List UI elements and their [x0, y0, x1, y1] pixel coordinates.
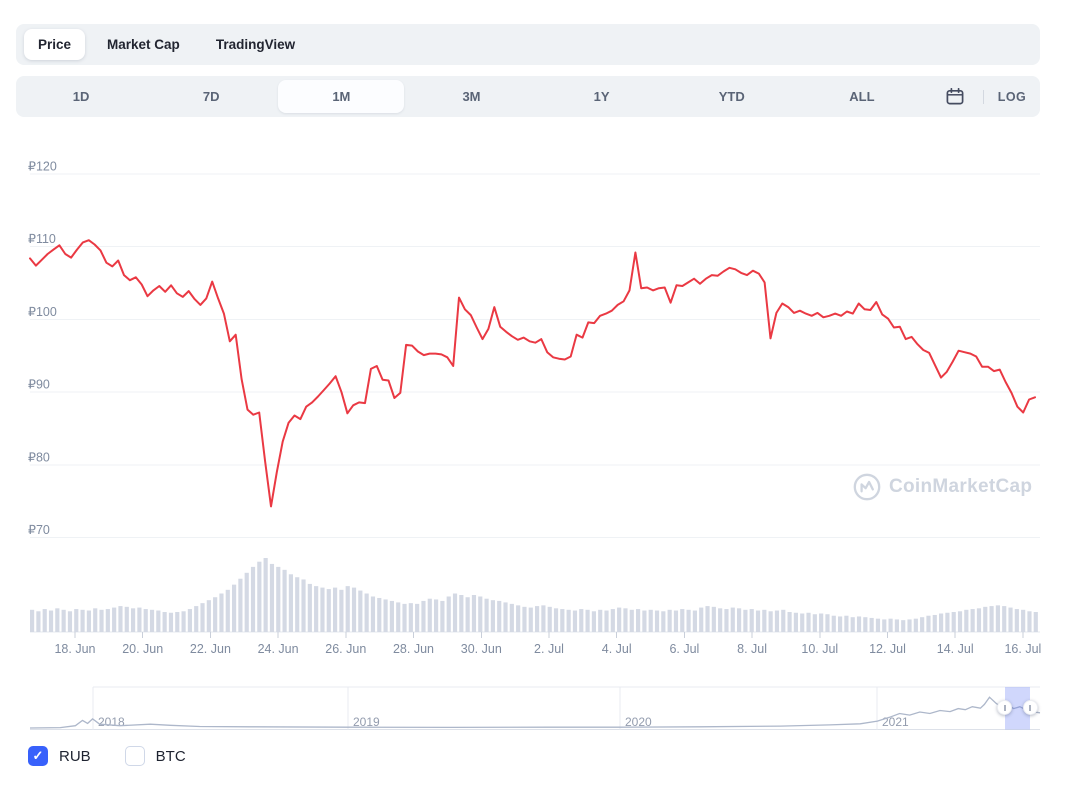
svg-text:2018: 2018	[98, 715, 125, 729]
range-ytd[interactable]: YTD	[718, 89, 745, 104]
y-axis: ₽120 ₽110 ₽100 ₽90 ₽80 ₽70	[28, 160, 1040, 539]
chart-type-tabbar: Price Market Cap TradingView	[16, 24, 1040, 65]
calendar-button[interactable]	[927, 88, 983, 105]
range-1d[interactable]: 1D	[72, 89, 90, 104]
svg-text:22. Jun: 22. Jun	[190, 642, 231, 656]
coinmarketcap-logo-icon	[853, 473, 881, 501]
scrubber-right-handle[interactable]	[1022, 700, 1038, 715]
svg-text:18. Jun: 18. Jun	[54, 642, 95, 656]
log-scale-toggle[interactable]: LOG	[997, 89, 1027, 104]
svg-text:2020: 2020	[625, 715, 652, 729]
svg-text:₽120: ₽120	[28, 160, 57, 174]
btc-checkbox-item[interactable]: BTC	[124, 746, 186, 766]
svg-text:2021: 2021	[882, 715, 909, 729]
tab-price[interactable]: Price	[24, 29, 86, 60]
range-7d[interactable]: 7D	[202, 89, 220, 104]
svg-text:20. Jun: 20. Jun	[122, 642, 163, 656]
svg-text:₽80: ₽80	[28, 450, 50, 464]
svg-text:10. Jul: 10. Jul	[801, 642, 838, 656]
tab-tradingview[interactable]: TradingView	[215, 37, 296, 52]
x-axis: 18. Jun 20. Jun 22. Jun 24. Jun 26. Jun 28. J…	[54, 632, 1041, 656]
range-1m[interactable]: 1M	[278, 80, 405, 113]
svg-text:₽100: ₽100	[28, 305, 57, 319]
volume-bars	[30, 558, 1038, 632]
calendar-icon	[946, 88, 964, 105]
watermark-text: CoinMarketCap	[889, 476, 1033, 497]
svg-text:24. Jun: 24. Jun	[258, 642, 299, 656]
currency-legend: ✓ RUB BTC	[28, 746, 186, 766]
svg-text:₽110: ₽110	[28, 232, 56, 246]
svg-text:₽90: ₽90	[28, 378, 50, 392]
navigator-line	[29, 696, 1041, 729]
price-chart-svg[interactable]: ₽120 ₽110 ₽100 ₽90 ₽80 ₽70 18. Jun 20. Jun 22. J…	[0, 120, 1080, 665]
divider	[982, 89, 984, 104]
svg-text:28. Jun: 28. Jun	[393, 642, 434, 656]
tab-market-cap[interactable]: Market Cap	[107, 37, 180, 52]
svg-text:26. Jun: 26. Jun	[325, 642, 366, 656]
svg-text:12. Jul: 12. Jul	[869, 642, 906, 656]
time-range-bar: 1D 7D 1M 3M 1Y YTD ALL LOG	[16, 76, 1040, 117]
svg-text:8. Jul: 8. Jul	[737, 642, 767, 656]
scrubber-left-handle[interactable]	[997, 700, 1013, 715]
svg-text:30. Jun: 30. Jun	[461, 642, 502, 656]
svg-text:4. Jul: 4. Jul	[602, 642, 632, 656]
coinmarketcap-watermark: CoinMarketCap	[852, 472, 1032, 502]
rub-checkbox[interactable]: ✓	[28, 746, 48, 766]
rub-label: RUB	[59, 747, 91, 765]
svg-text:₽70: ₽70	[28, 523, 50, 537]
svg-text:2019: 2019	[353, 715, 380, 729]
range-all[interactable]: ALL	[849, 89, 875, 104]
range-1y[interactable]: 1Y	[593, 89, 610, 104]
rub-checkbox-item[interactable]: ✓ RUB	[28, 746, 91, 766]
price-line	[29, 239, 1036, 508]
check-icon: ✓	[32, 748, 44, 763]
svg-text:16. Jul: 16. Jul	[1004, 642, 1041, 656]
svg-text:2. Jul: 2. Jul	[534, 642, 564, 656]
price-chart-area[interactable]: CoinMarketCap ₽120 ₽110 ₽100 ₽90 ₽80 ₽70 18. J…	[0, 120, 1080, 665]
range-3m[interactable]: 3M	[462, 89, 481, 104]
btc-checkbox[interactable]	[124, 746, 145, 766]
btc-label: BTC	[155, 747, 186, 765]
svg-text:6. Jul: 6. Jul	[669, 642, 699, 656]
svg-text:14. Jul: 14. Jul	[937, 642, 974, 656]
timeline-scrubber[interactable]: 2018 2019 2020 2021	[0, 686, 1080, 732]
